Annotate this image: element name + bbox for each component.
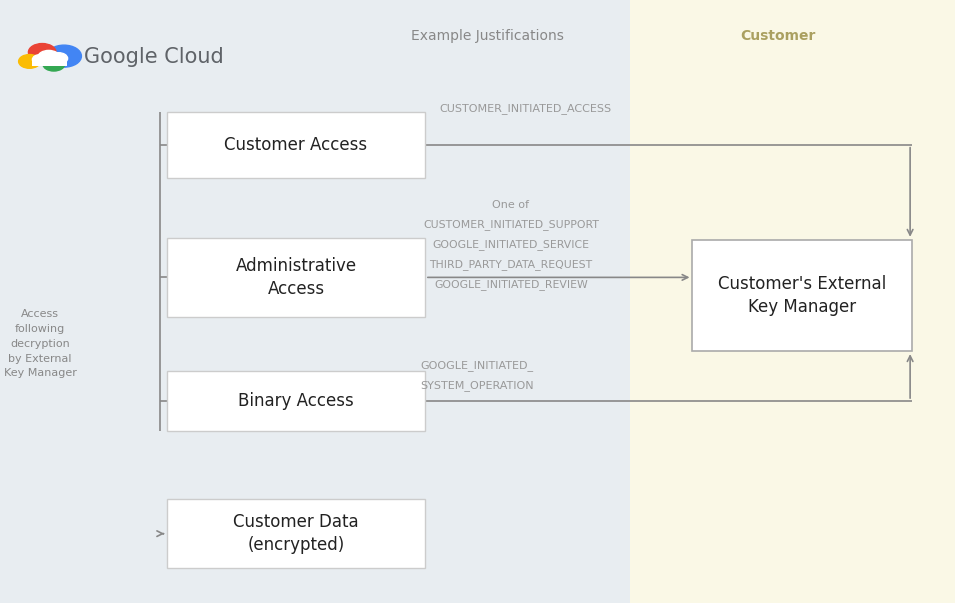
Text: GOOGLE_INITIATED_REVIEW: GOOGLE_INITIATED_REVIEW bbox=[435, 279, 587, 290]
Text: One of: One of bbox=[493, 200, 529, 210]
Text: Google Cloud: Google Cloud bbox=[84, 47, 223, 68]
Circle shape bbox=[29, 43, 56, 61]
Text: Binary Access: Binary Access bbox=[238, 392, 354, 410]
Text: Customer's External
Key Manager: Customer's External Key Manager bbox=[718, 275, 886, 316]
FancyBboxPatch shape bbox=[630, 0, 955, 603]
FancyBboxPatch shape bbox=[167, 371, 425, 431]
Text: CUSTOMER_INITIATED_SUPPORT: CUSTOMER_INITIATED_SUPPORT bbox=[423, 219, 599, 230]
Circle shape bbox=[38, 51, 59, 64]
FancyBboxPatch shape bbox=[692, 239, 912, 351]
FancyBboxPatch shape bbox=[167, 499, 425, 568]
Text: GOOGLE_INITIATED_SERVICE: GOOGLE_INITIATED_SERVICE bbox=[433, 239, 589, 250]
Text: Access
following
decryption
by External
Key Manager: Access following decryption by External … bbox=[4, 309, 76, 378]
Circle shape bbox=[19, 54, 40, 68]
Text: Customer Access: Customer Access bbox=[224, 136, 368, 154]
Text: Customer Data
(encrypted): Customer Data (encrypted) bbox=[233, 513, 359, 554]
FancyBboxPatch shape bbox=[32, 59, 67, 66]
Circle shape bbox=[43, 57, 65, 71]
FancyBboxPatch shape bbox=[167, 238, 425, 317]
Text: Customer: Customer bbox=[741, 29, 816, 43]
Text: Example Justifications: Example Justifications bbox=[411, 29, 563, 43]
Text: THIRD_PARTY_DATA_REQUEST: THIRD_PARTY_DATA_REQUEST bbox=[430, 259, 592, 270]
Text: GOOGLE_INITIATED_: GOOGLE_INITIATED_ bbox=[420, 361, 533, 371]
Text: Administrative
Access: Administrative Access bbox=[236, 257, 356, 298]
Circle shape bbox=[32, 54, 49, 65]
FancyBboxPatch shape bbox=[0, 0, 630, 603]
FancyBboxPatch shape bbox=[167, 112, 425, 178]
Circle shape bbox=[50, 52, 68, 64]
Circle shape bbox=[47, 45, 81, 67]
Text: SYSTEM_OPERATION: SYSTEM_OPERATION bbox=[420, 380, 534, 391]
Text: CUSTOMER_INITIATED_ACCESS: CUSTOMER_INITIATED_ACCESS bbox=[439, 103, 611, 114]
